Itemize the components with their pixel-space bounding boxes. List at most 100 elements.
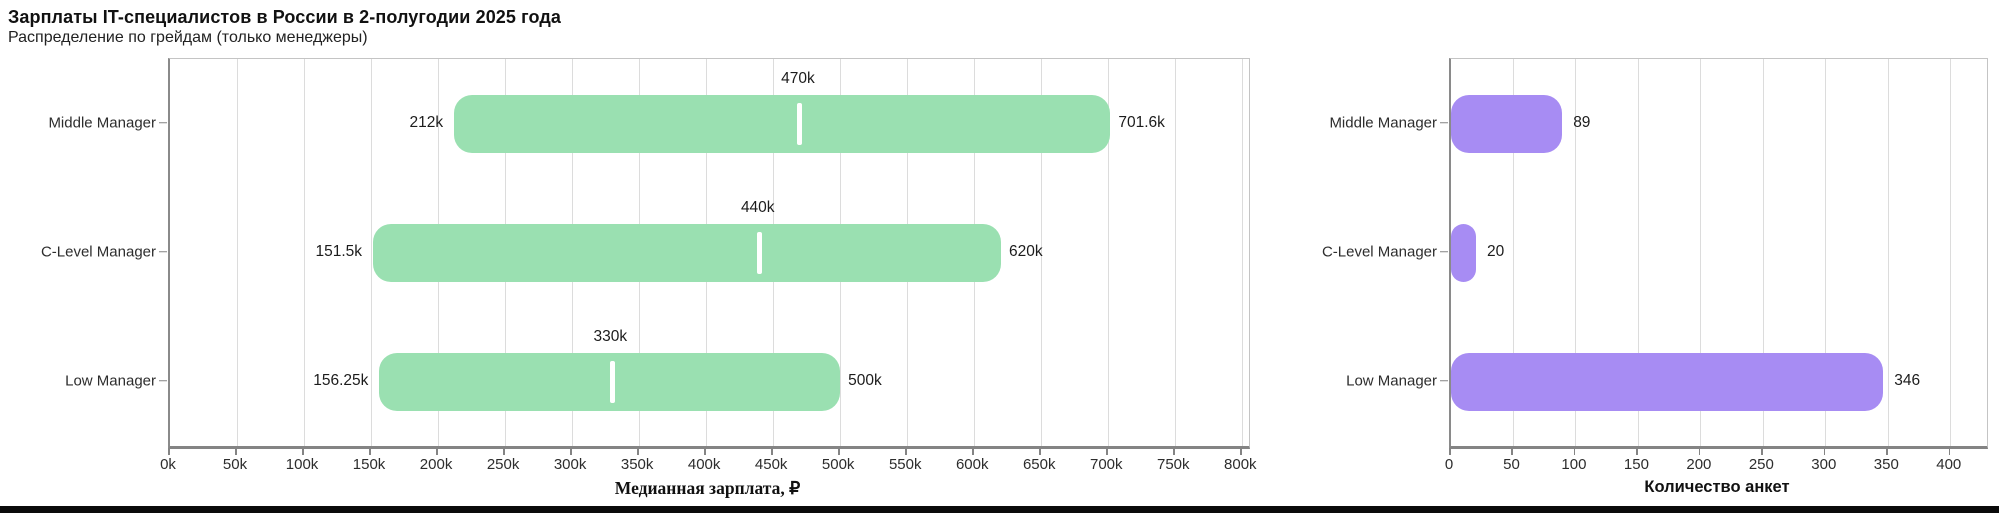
x-tick-label: 300k xyxy=(553,456,587,473)
grid-line xyxy=(236,59,238,446)
x-tick-mark xyxy=(168,448,170,455)
count-value-label: 346 xyxy=(1894,371,1921,389)
x-tick-label: 100 xyxy=(1561,456,1587,473)
x-tick-label: 400 xyxy=(1936,456,1962,473)
median-value-label: 470k xyxy=(781,69,815,87)
grid-line xyxy=(370,59,372,446)
grid-line xyxy=(1040,59,1042,446)
x-tick-label: 300 xyxy=(1811,456,1837,473)
median-marker xyxy=(609,360,615,403)
x-tick-label: 0k xyxy=(160,456,176,473)
category-label: C-Level Manager xyxy=(1321,243,1437,260)
x-tick-mark xyxy=(369,448,371,455)
grid-line xyxy=(1700,59,1702,446)
x-tick-label: 200k xyxy=(419,456,453,473)
x-tick-mark xyxy=(1511,448,1513,455)
count-bar xyxy=(1451,352,1884,411)
category-label: Middle Manager xyxy=(1329,114,1437,131)
grid-line xyxy=(1174,59,1176,446)
grid-line xyxy=(1241,59,1243,446)
x-tick-mark xyxy=(972,448,974,455)
grid-line xyxy=(1512,59,1514,446)
min-value-label: 156.25k xyxy=(313,371,369,389)
max-value-label: 701.6k xyxy=(1118,113,1165,131)
min-value-label: 151.5k xyxy=(315,242,363,260)
x-tick-mark xyxy=(771,448,773,455)
count-chart-plot-area xyxy=(1449,58,1988,449)
x-tick-label: 150 xyxy=(1623,456,1649,473)
x-tick-label: 250k xyxy=(486,456,520,473)
x-tick-mark xyxy=(704,448,706,455)
x-tick-mark xyxy=(1039,448,1041,455)
max-value-label: 620k xyxy=(1009,242,1043,260)
x-tick-label: 100k xyxy=(285,456,319,473)
x-tick-label: 150k xyxy=(352,456,386,473)
category-label: Low Manager xyxy=(65,372,156,389)
y-tick-mark xyxy=(159,379,167,382)
salary-chart-plot-area xyxy=(168,58,1250,449)
x-tick-label: 200 xyxy=(1686,456,1712,473)
x-tick-mark xyxy=(1173,448,1175,455)
min-value-label: 212k xyxy=(409,113,444,131)
salary-range-bar xyxy=(373,223,1002,282)
grid-line xyxy=(1950,59,1952,446)
count-value-label: 20 xyxy=(1486,242,1505,260)
x-tick-mark xyxy=(1449,448,1451,455)
salary-chart-x-axis-title: Медианная зарплата, ₽ xyxy=(614,478,801,498)
grid-line xyxy=(1887,59,1889,446)
x-tick-mark xyxy=(1948,448,1951,455)
x-tick-mark xyxy=(436,448,438,455)
x-tick-label: 600k xyxy=(955,456,989,473)
x-tick-label: 750k xyxy=(1157,456,1190,473)
grid-line xyxy=(1107,59,1109,446)
y-tick-mark xyxy=(1440,379,1448,382)
x-tick-mark xyxy=(302,448,304,455)
x-tick-label: 400k xyxy=(687,456,721,473)
x-tick-label: 650k xyxy=(1022,456,1056,473)
grid-line xyxy=(1637,59,1639,446)
grid-line xyxy=(1762,59,1764,446)
count-bar xyxy=(1451,94,1563,153)
category-label: Middle Manager xyxy=(48,114,156,131)
grid-line xyxy=(303,59,305,446)
x-tick-mark xyxy=(1636,448,1638,455)
count-chart-x-axis-title: Количество анкет xyxy=(1644,478,1790,496)
grid-line xyxy=(1575,59,1577,446)
x-tick-mark xyxy=(1240,448,1242,455)
x-tick-label: 800k xyxy=(1224,456,1257,473)
category-label: Low Manager xyxy=(1346,372,1437,389)
x-tick-mark xyxy=(1886,448,1888,455)
y-tick-mark xyxy=(159,250,167,253)
x-tick-mark xyxy=(1823,448,1826,455)
count-value-label: 89 xyxy=(1573,113,1591,131)
median-marker xyxy=(757,231,763,274)
x-tick-mark xyxy=(838,448,840,455)
median-value-label: 330k xyxy=(593,327,628,345)
x-tick-label: 350k xyxy=(620,456,654,473)
x-tick-mark xyxy=(905,448,907,455)
x-tick-label: 50 xyxy=(1503,456,1520,473)
x-tick-mark xyxy=(1573,448,1576,455)
x-tick-label: 500k xyxy=(821,456,855,473)
x-tick-label: 550k xyxy=(888,456,922,473)
x-tick-label: 450k xyxy=(754,456,788,473)
y-tick-mark xyxy=(1440,250,1448,253)
y-tick-mark xyxy=(159,121,167,124)
median-value-label: 440k xyxy=(740,198,775,216)
x-tick-mark xyxy=(1761,448,1763,455)
x-tick-label: 350 xyxy=(1873,456,1899,473)
x-tick-label: 50k xyxy=(222,456,248,473)
x-tick-mark xyxy=(503,448,505,455)
x-tick-mark xyxy=(235,448,237,455)
x-tick-mark xyxy=(637,448,639,455)
category-label: C-Level Manager xyxy=(40,243,156,260)
page-title: Зарплаты IT-специалистов в России в 2-по… xyxy=(8,7,561,27)
salary-range-bar xyxy=(454,94,1111,153)
salary-range-bar xyxy=(379,352,841,411)
max-value-label: 500k xyxy=(848,371,882,389)
page-subtitle: Распределение по грейдам (только менедже… xyxy=(8,29,368,46)
x-tick-label: 0 xyxy=(1444,456,1454,473)
x-tick-mark xyxy=(570,448,572,455)
x-tick-label: 250 xyxy=(1748,456,1774,473)
x-tick-label: 700k xyxy=(1089,456,1123,473)
